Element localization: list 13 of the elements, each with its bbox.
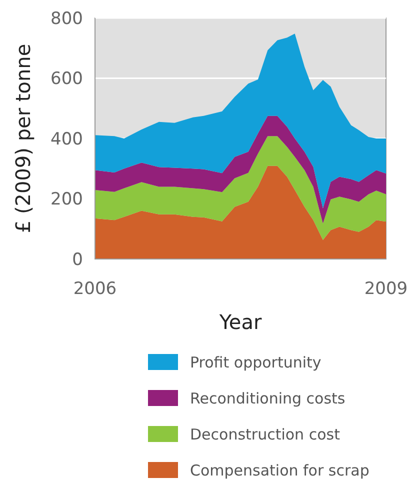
x-tick-label: 2006 — [73, 279, 117, 299]
x-tick-label: 2009 — [364, 279, 408, 299]
legend-label: Reconditioning costs — [190, 389, 346, 408]
legend-label: Deconstruction cost — [190, 425, 340, 444]
x-axis-title: Year — [218, 310, 262, 334]
y-axis-title: £ (2009) per tonne — [11, 44, 35, 234]
y-tick-label: 0 — [72, 250, 83, 270]
legend-label: Compensation for scrap — [190, 461, 370, 480]
legend-label: Profit opportunity — [190, 353, 322, 372]
y-tick-label: 200 — [50, 190, 83, 210]
y-tick-label: 800 — [50, 8, 83, 29]
y-tick-label: 600 — [50, 69, 83, 90]
y-tick-label: 400 — [50, 129, 83, 150]
